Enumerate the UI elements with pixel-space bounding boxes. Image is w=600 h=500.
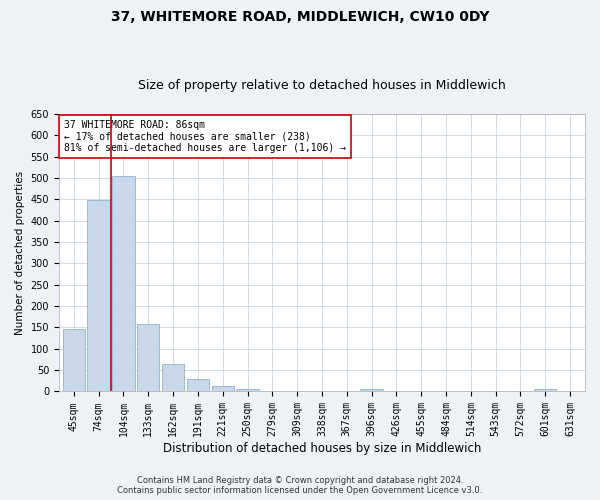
Title: Size of property relative to detached houses in Middlewich: Size of property relative to detached ho… bbox=[138, 79, 506, 92]
Text: Contains HM Land Registry data © Crown copyright and database right 2024.
Contai: Contains HM Land Registry data © Crown c… bbox=[118, 476, 482, 495]
X-axis label: Distribution of detached houses by size in Middlewich: Distribution of detached houses by size … bbox=[163, 442, 481, 455]
Bar bbox=[534, 390, 556, 392]
Y-axis label: Number of detached properties: Number of detached properties bbox=[15, 170, 25, 335]
Bar bbox=[62, 328, 85, 392]
Text: 37 WHITEMORE ROAD: 86sqm
← 17% of detached houses are smaller (238)
81% of semi-: 37 WHITEMORE ROAD: 86sqm ← 17% of detach… bbox=[64, 120, 346, 152]
Bar bbox=[236, 389, 259, 392]
Bar bbox=[361, 390, 383, 392]
Bar bbox=[88, 200, 110, 392]
Bar bbox=[187, 378, 209, 392]
Bar bbox=[162, 364, 184, 392]
Text: 37, WHITEMORE ROAD, MIDDLEWICH, CW10 0DY: 37, WHITEMORE ROAD, MIDDLEWICH, CW10 0DY bbox=[111, 10, 489, 24]
Bar bbox=[137, 324, 160, 392]
Bar bbox=[112, 176, 134, 392]
Bar bbox=[212, 386, 234, 392]
